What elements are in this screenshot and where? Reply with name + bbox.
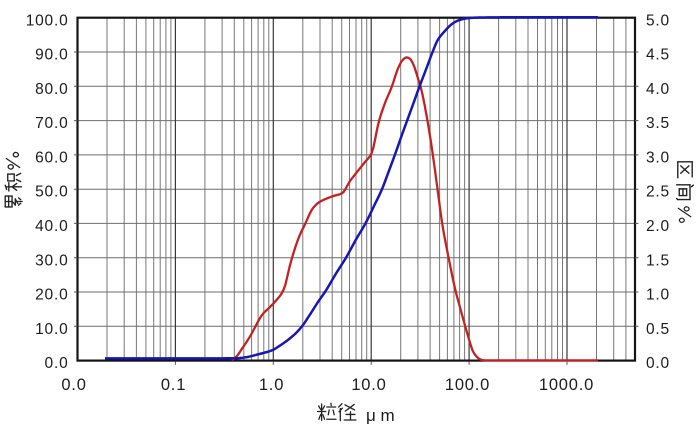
svg-text:0.1: 0.1 bbox=[161, 376, 186, 394]
svg-text:1.5: 1.5 bbox=[646, 252, 670, 269]
svg-text:100.0: 100.0 bbox=[445, 376, 490, 394]
svg-text:4.5: 4.5 bbox=[646, 47, 670, 64]
svg-text:1000.0: 1000.0 bbox=[539, 376, 594, 394]
svg-text:0.0: 0.0 bbox=[646, 355, 670, 372]
svg-text:2.5: 2.5 bbox=[646, 184, 670, 201]
svg-text:3.0: 3.0 bbox=[646, 149, 670, 166]
svg-text:40.0: 40.0 bbox=[35, 218, 68, 235]
svg-text:30.0: 30.0 bbox=[35, 252, 68, 269]
svg-text:10.0: 10.0 bbox=[351, 376, 386, 394]
svg-text:5.0: 5.0 bbox=[646, 12, 670, 29]
svg-text:2.0: 2.0 bbox=[646, 218, 670, 235]
svg-text:4.0: 4.0 bbox=[646, 81, 670, 98]
svg-text:80.0: 80.0 bbox=[35, 81, 68, 98]
svg-text:0.0: 0.0 bbox=[61, 376, 86, 394]
svg-text:1.0: 1.0 bbox=[259, 376, 284, 394]
svg-text:20.0: 20.0 bbox=[35, 287, 68, 304]
svg-text:3.5: 3.5 bbox=[646, 115, 670, 132]
svg-text:60.0: 60.0 bbox=[35, 149, 68, 166]
svg-text:70.0: 70.0 bbox=[35, 115, 68, 132]
svg-text:100.0: 100.0 bbox=[26, 12, 69, 29]
svg-text:10.0: 10.0 bbox=[35, 321, 68, 338]
svg-text:0.5: 0.5 bbox=[646, 321, 670, 338]
svg-text:μ m: μ m bbox=[366, 406, 395, 425]
svg-text:90.0: 90.0 bbox=[35, 47, 68, 64]
svg-text:50.0: 50.0 bbox=[35, 184, 68, 201]
svg-text:1.0: 1.0 bbox=[646, 287, 670, 304]
svg-text:0.0: 0.0 bbox=[45, 355, 69, 372]
